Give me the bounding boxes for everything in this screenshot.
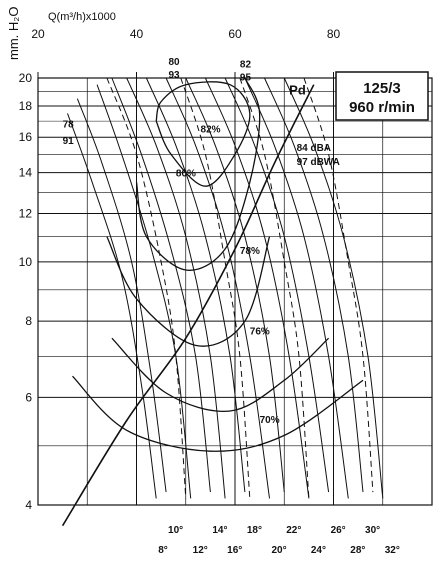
x-tick-label: 80 [327, 27, 341, 41]
labels: 82% 80% 78% 76% 70% 78 91 80 93 82 95 84 dBA 97 dBWA [63, 57, 340, 426]
y-tick-label: 6 [25, 390, 32, 404]
blade-angle-label: 14° [212, 525, 227, 536]
blade-angle-curve [204, 77, 310, 499]
x-axis-label: Q(m³/h)x1000 [48, 11, 116, 23]
title-line-2: 960 r/min [349, 99, 415, 116]
blade-angle-label: 10° [168, 525, 183, 536]
blade-angle-label: 28° [350, 545, 365, 556]
blade-angle-label: 26° [331, 525, 346, 536]
y-tick-label: 10 [19, 255, 33, 269]
title-line-1: 125/3 [363, 80, 401, 97]
efficiency-curve [155, 81, 251, 187]
y-axis-label: mm. H₂O [6, 7, 21, 60]
efficiency-label: 70% [260, 415, 280, 426]
noise-line [106, 77, 187, 499]
blade-angle-label: 32° [385, 545, 400, 556]
efficiency-curve [111, 337, 330, 413]
title-box-frame [335, 71, 429, 121]
x-tick-label: 40 [130, 27, 144, 41]
pd-curve-group: Pd [61, 82, 315, 527]
blade-angle-curve [96, 84, 192, 499]
pd-label: Pd [289, 82, 306, 97]
blade-angle-label: 12° [193, 545, 208, 556]
noise-label: 91 [63, 136, 75, 147]
blade-angle-label: 20° [271, 545, 286, 556]
noise-lines [106, 77, 374, 499]
y-tick-label: 12 [19, 207, 33, 221]
efficiency-label: 76% [250, 327, 270, 338]
efficiency-label: 82% [201, 124, 221, 135]
blade-angle-label: 24° [311, 545, 326, 556]
blade-angle-curve [126, 77, 226, 499]
y-tick-label: 16 [19, 130, 33, 144]
noise-label: 80 [169, 57, 181, 68]
blade-angle-label: 18° [247, 525, 262, 536]
blade-angle-curves: 8°10° 12° 14°16° 18° 20°22° 24° 26° 28°30° 32° [67, 77, 400, 556]
blade-angle-curve [224, 77, 330, 493]
y-tick-label: 18 [19, 99, 33, 113]
title-box: 125/3 960 r/min [335, 71, 429, 121]
efficiency-curves [72, 77, 364, 452]
grid: 20 40 60 80 4 6 8 10 12 14 16 18 20 [19, 27, 433, 512]
y-tick-label: 8 [25, 314, 32, 328]
noise-label: 93 [169, 70, 181, 81]
x-tick-label: 20 [31, 27, 45, 41]
x-tick-label: 60 [228, 27, 242, 41]
y-tick-label: 20 [19, 71, 33, 85]
noise-label: 95 [240, 73, 252, 84]
efficiency-curve [72, 375, 364, 452]
blade-angle-curve [67, 113, 157, 499]
y-tick-label: 4 [25, 498, 32, 512]
noise-label: 84 dBA [297, 143, 331, 154]
blade-angle-curve [111, 77, 211, 493]
noise-line [180, 77, 251, 499]
noise-label: 97 dBWA [297, 157, 340, 168]
efficiency-curve [106, 236, 271, 347]
blade-angle-curve [244, 77, 349, 499]
blade-angle-label: 16° [227, 545, 242, 556]
noise-label: 82 [240, 60, 252, 71]
blade-angle-curve [185, 77, 285, 493]
blade-angle-curve [283, 77, 384, 499]
noise-line [303, 77, 374, 493]
blade-angle-curve [165, 77, 270, 499]
y-tick-label: 14 [19, 166, 33, 180]
blade-angle-curve [145, 77, 246, 493]
blade-angle-curve [76, 98, 167, 493]
blade-angle-label: 30° [365, 525, 380, 536]
blade-angle-label: 22° [286, 525, 301, 536]
efficiency-label: 78% [240, 246, 260, 257]
noise-label: 78 [63, 119, 75, 130]
noise-line [239, 77, 310, 499]
blade-angle-label: 8° [158, 545, 168, 556]
efficiency-label: 80% [176, 168, 196, 179]
efficiency-curve [135, 77, 261, 271]
pd-curve [61, 84, 315, 527]
